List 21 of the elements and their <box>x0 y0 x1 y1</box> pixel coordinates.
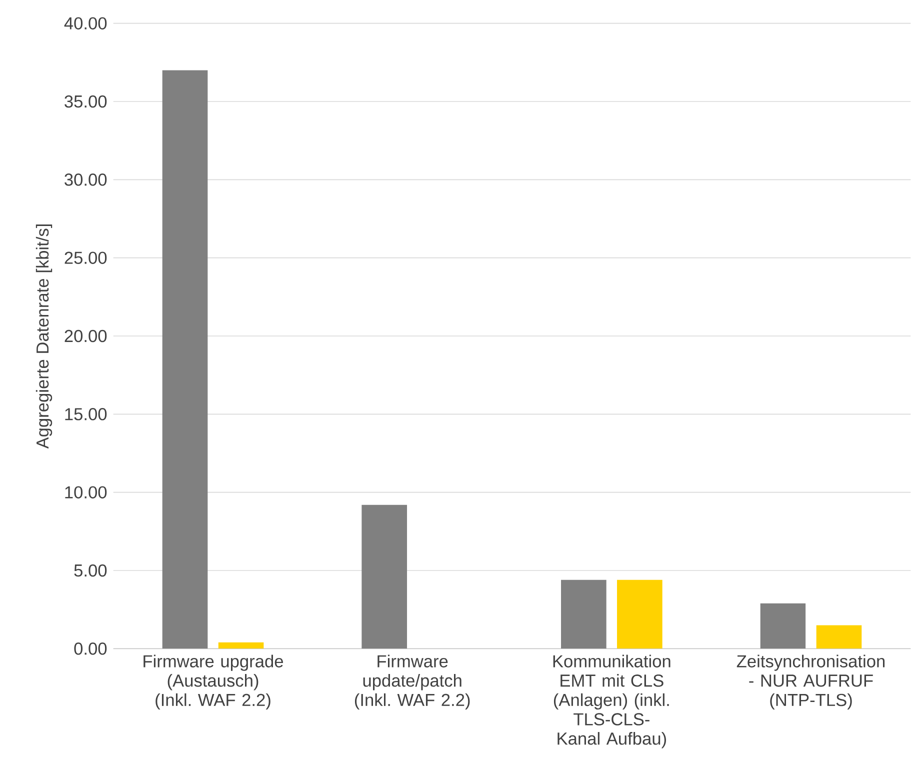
y-tick-label: 0.00 <box>74 642 107 655</box>
x-tick-label: Kommunikation EMT mit CLS (Anlagen) (inkl. TLS-CLS-Kanal Aufbau) <box>553 654 670 748</box>
y-tick-label: 15.00 <box>65 408 107 420</box>
bar <box>561 580 606 649</box>
y-tick-label: 30.00 <box>64 174 107 186</box>
x-tick-label: Firmware update/patch (Inkl. WAF 2.2) <box>354 654 470 710</box>
bar <box>162 70 208 649</box>
bar <box>760 603 806 649</box>
y-tick-label: 5.00 <box>74 564 107 577</box>
bar <box>617 580 662 649</box>
y-tick-label: 20.00 <box>64 330 107 342</box>
y-tick-label: 10.00 <box>65 486 107 498</box>
y-axis-title: Aggregierte Datenrate [kbit/s] <box>36 224 52 449</box>
x-tick-label: Zeitsynchronisation - NUR AUFRUF (NTP-TLS) <box>736 654 885 710</box>
bar <box>362 504 408 649</box>
bar <box>816 625 862 649</box>
y-tick-label: 40.00 <box>64 17 107 30</box>
x-tick-label: Firmware upgrade (Austausch) (Inkl. WAF 2.2) <box>144 654 284 710</box>
y-tick-label: 35.00 <box>64 95 107 108</box>
y-tick-label: 25.00 <box>64 252 107 264</box>
bar <box>218 642 264 649</box>
